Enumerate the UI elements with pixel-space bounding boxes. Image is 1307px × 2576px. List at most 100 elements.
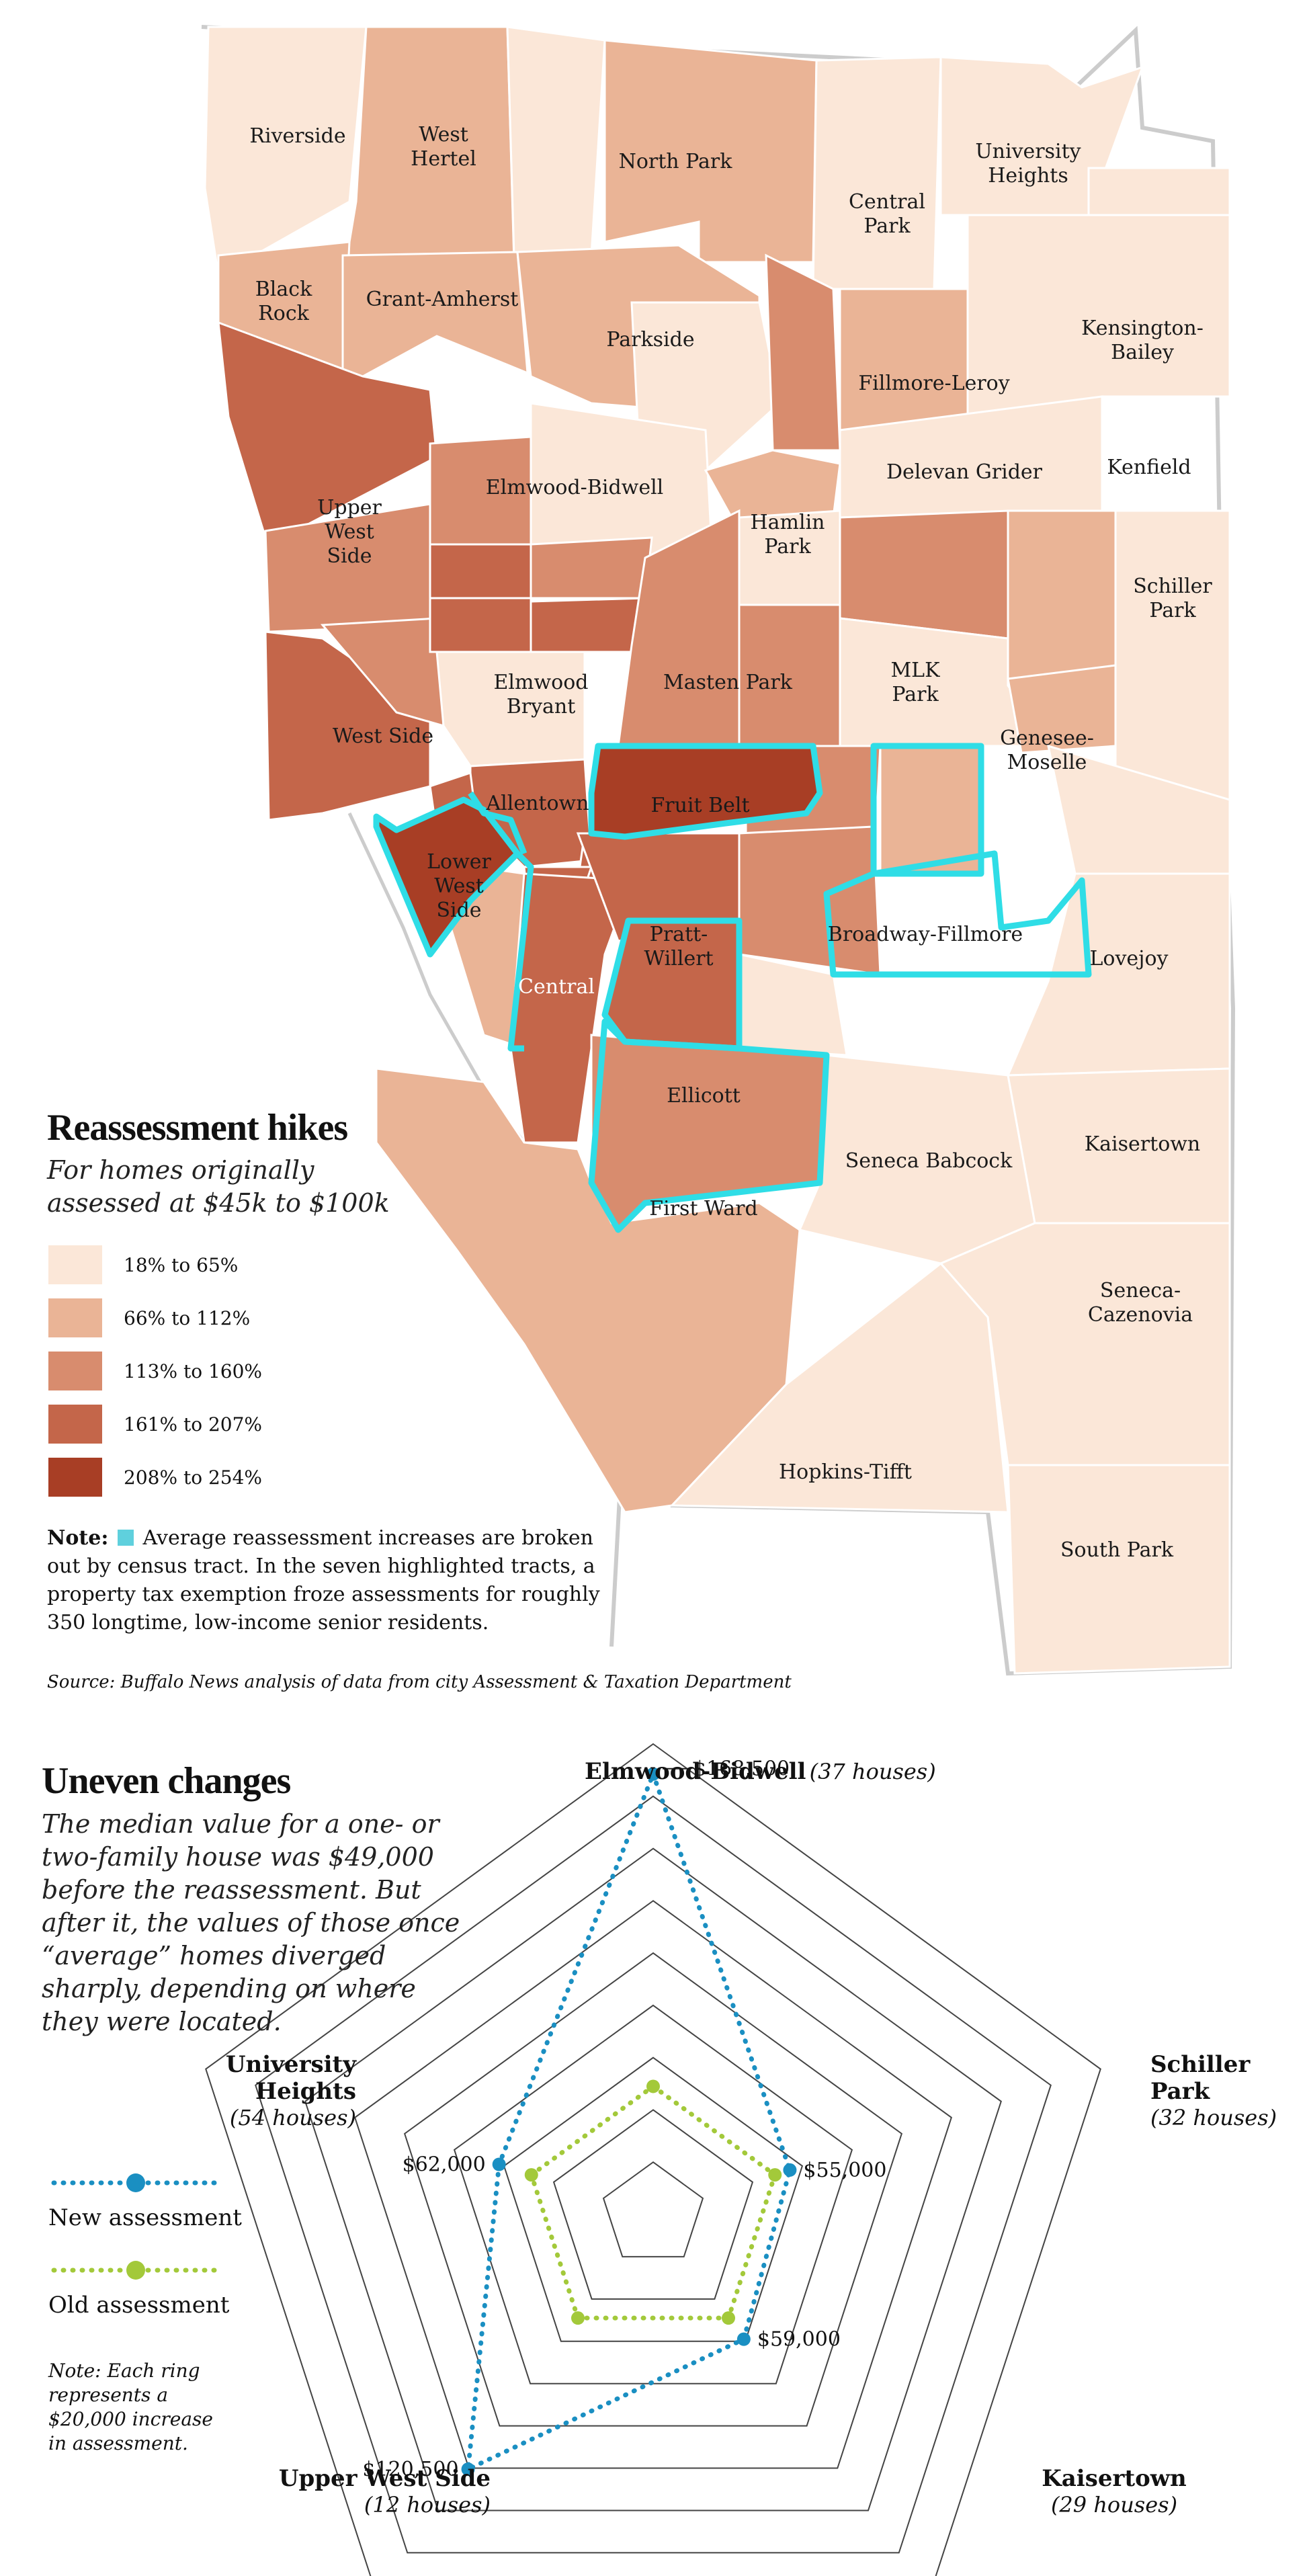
- label-kensington-2: Bailey: [1111, 341, 1174, 364]
- old-assessment-point: [571, 2311, 585, 2325]
- axis-name-line1: University: [225, 2051, 356, 2078]
- old-assessment-key-point: [126, 2261, 145, 2280]
- axis-name-line2: Heights: [255, 2078, 356, 2105]
- label-kenfield: Kenfield: [1107, 456, 1191, 479]
- label-schiller-park-1: Schiller: [1133, 575, 1212, 598]
- highlight-key-icon: [118, 1530, 134, 1546]
- axis-name-line1: Schiller: [1150, 2051, 1251, 2078]
- axis-label-elmwood-bidwell: Elmwood-Bidwell (37 houses): [585, 1758, 936, 1785]
- neighborhood-map: Riverside West Hertel North Park Univers…: [201, 25, 1236, 1676]
- legend-swatch: [48, 1245, 102, 1284]
- label-pratt-willert-2: Willert: [644, 947, 713, 970]
- label-lovejoy: Lovejoy: [1090, 947, 1169, 970]
- tract-broadway-fillmore-1: [879, 745, 982, 875]
- label-seneca-cazenovia-1: Seneca-: [1100, 1279, 1181, 1302]
- new-assessment-line: [465, 1767, 793, 2473]
- old-assessment-point: [722, 2311, 736, 2325]
- highlight-broadway-fillmore: [823, 850, 1092, 978]
- legend-row: 208% to 254%: [48, 1458, 262, 1497]
- tract-elmwood-bidwell-s: [429, 543, 532, 599]
- highlight-fruit-belt: [588, 743, 823, 840]
- tract-schiller-park: [1114, 509, 1231, 801]
- map-note: Note: Average reassessment increases are…: [47, 1524, 625, 1637]
- highlight-allentown: [468, 791, 528, 855]
- axis-label-university-heights: University Heights (54 houses): [202, 2051, 356, 2130]
- new-assessment-point: [736, 2332, 751, 2346]
- label-west-hertel-1: West: [419, 123, 468, 147]
- axis-name-line2: Park: [1150, 2078, 1210, 2105]
- axis-label-kaisertown: Kaisertown (29 houses): [1013, 2465, 1215, 2518]
- label-elmwood-bidwell: Elmwood-Bidwell: [486, 476, 664, 499]
- label-north-park: North Park: [619, 150, 733, 173]
- radar-ring: [453, 2004, 853, 2384]
- tract-schiller-west: [1007, 509, 1117, 680]
- label-fillmore-leroy: Fillmore-Leroy: [858, 372, 1009, 395]
- new-assessment-key-point: [126, 2173, 145, 2192]
- label-mlk-park-2: Park: [892, 683, 939, 706]
- highlight-lower-west-side-outline: [427, 850, 534, 1052]
- radar-title: Uneven changes: [42, 1760, 291, 1802]
- label-university-heights-2: Heights: [988, 164, 1068, 188]
- radar-ring: [403, 1952, 903, 2427]
- label-central-park-1: Central: [849, 190, 925, 214]
- legend-label: 18% to 65%: [124, 1253, 239, 1276]
- tract-elmwood-bryant-w: [429, 597, 532, 653]
- axis-name: Elmwood-Bidwell: [585, 1758, 806, 1785]
- axis-houses: (29 houses): [1050, 2492, 1178, 2518]
- label-west-hertel-2: Hertel: [411, 147, 476, 171]
- label-south-park: South Park: [1060, 1538, 1174, 1562]
- highlight-ellicott: [588, 1018, 830, 1233]
- map-subtitle: For homes originally assessed at $45k to…: [47, 1155, 390, 1218]
- label-hamlin-park-2: Park: [764, 535, 811, 558]
- new-assessment-point: [492, 2157, 506, 2171]
- label-allentown: Allentown: [485, 792, 589, 815]
- label-parkside: Parkside: [606, 328, 694, 351]
- legend-old-label: Old assessment: [48, 2292, 230, 2319]
- legend-row: 161% to 207%: [48, 1405, 262, 1444]
- map-source: Source: Buffalo News analysis of data fr…: [47, 1672, 792, 1692]
- label-grant-amherst: Grant-Amherst: [366, 288, 519, 311]
- value-label: $62,000: [403, 2153, 486, 2176]
- axis-houses: (54 houses): [229, 2105, 356, 2130]
- legend-row: 66% to 112%: [48, 1298, 250, 1337]
- label-riverside: Riverside: [249, 124, 345, 148]
- label-broadway-fillmore: Broadway-Fillmore: [828, 923, 1023, 946]
- ring-note: Note: Each ring represents a $20,000 inc…: [48, 2360, 213, 2454]
- label-mlk-park-1: MLK: [890, 659, 940, 682]
- tract-kensington: [966, 214, 1231, 431]
- legend-row: 113% to 160%: [48, 1352, 262, 1390]
- legend-label: 66% to 112%: [124, 1306, 251, 1329]
- legend-label: 113% to 160%: [124, 1360, 263, 1382]
- axis-name: Upper West Side: [278, 2465, 491, 2492]
- tract-south-park: [1007, 1464, 1231, 1675]
- label-lower-west-side-2: West: [434, 874, 484, 898]
- axis-houses: (37 houses): [809, 1759, 936, 1784]
- label-hopkins-tifft: Hopkins-Tifft: [779, 1460, 912, 1484]
- label-hamlin-park-1: Hamlin: [750, 511, 825, 534]
- note-label: Note:: [47, 1526, 109, 1550]
- label-schiller-park-2: Park: [1149, 599, 1196, 622]
- axis-name: Kaisertown: [1042, 2465, 1187, 2492]
- legend-label: 161% to 207%: [124, 1413, 263, 1436]
- label-pratt-willert-1: Pratt-: [650, 923, 708, 946]
- tract-elmwood-bryant-dark: [530, 597, 646, 653]
- tract-riverside: [204, 26, 368, 278]
- axis-houses: (12 houses): [364, 2492, 491, 2518]
- label-genesee-moselle-2: Moselle: [1007, 751, 1087, 774]
- tract-elmwood-bidwell-se: [530, 536, 653, 599]
- label-genesee-moselle-1: Genesee-: [1000, 726, 1094, 750]
- tract-delevan-south: [839, 509, 1009, 640]
- old-assessment-point: [524, 2168, 538, 2182]
- axis-label-upper-west-side: Upper West Side (12 houses): [276, 2465, 491, 2518]
- label-west-side: West Side: [333, 724, 433, 748]
- tract-grant-amherst: [341, 251, 529, 378]
- note-text: Average reassessment increases are broke…: [47, 1526, 600, 1634]
- tract-genesee-moselle: [1007, 664, 1117, 754]
- legend-swatch: [48, 1405, 102, 1444]
- label-delevan-grider: Delevan Grider: [886, 460, 1043, 484]
- label-central-park-2: Park: [863, 214, 911, 238]
- legend-new-label: New assessment: [48, 2204, 242, 2231]
- label-black-rock-2: Rock: [258, 302, 309, 325]
- tract-central-park: [812, 56, 942, 290]
- tract-north-park-west: [506, 26, 606, 257]
